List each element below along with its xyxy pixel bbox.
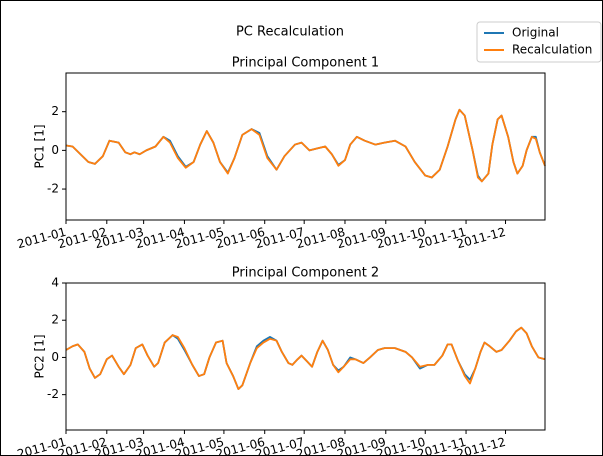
legend-label: Original bbox=[512, 26, 559, 40]
chart-title: Principal Component 2 bbox=[232, 266, 379, 281]
y-tick-label: 4 bbox=[51, 276, 59, 290]
y-tick-label: -2 bbox=[47, 182, 59, 196]
y-axis-label: PC2 [1] bbox=[33, 334, 47, 378]
axes-frame bbox=[65, 282, 546, 431]
y-axis-label: PC1 [1] bbox=[33, 124, 47, 168]
legend-box bbox=[476, 21, 602, 63]
data-line bbox=[65, 108, 546, 183]
y-tick-label: 2 bbox=[51, 104, 59, 118]
y-tick-label: 0 bbox=[51, 350, 59, 364]
axes-frame bbox=[65, 72, 546, 221]
figure-title: PC Recalculation bbox=[236, 25, 344, 40]
y-tick-label: -2 bbox=[47, 387, 59, 401]
legend-label: Recalculation bbox=[512, 43, 592, 57]
y-tick-label: 0 bbox=[51, 143, 59, 157]
data-line bbox=[65, 326, 546, 390]
chart-title: Principal Component 1 bbox=[232, 56, 379, 71]
y-tick-label: 2 bbox=[51, 313, 59, 327]
